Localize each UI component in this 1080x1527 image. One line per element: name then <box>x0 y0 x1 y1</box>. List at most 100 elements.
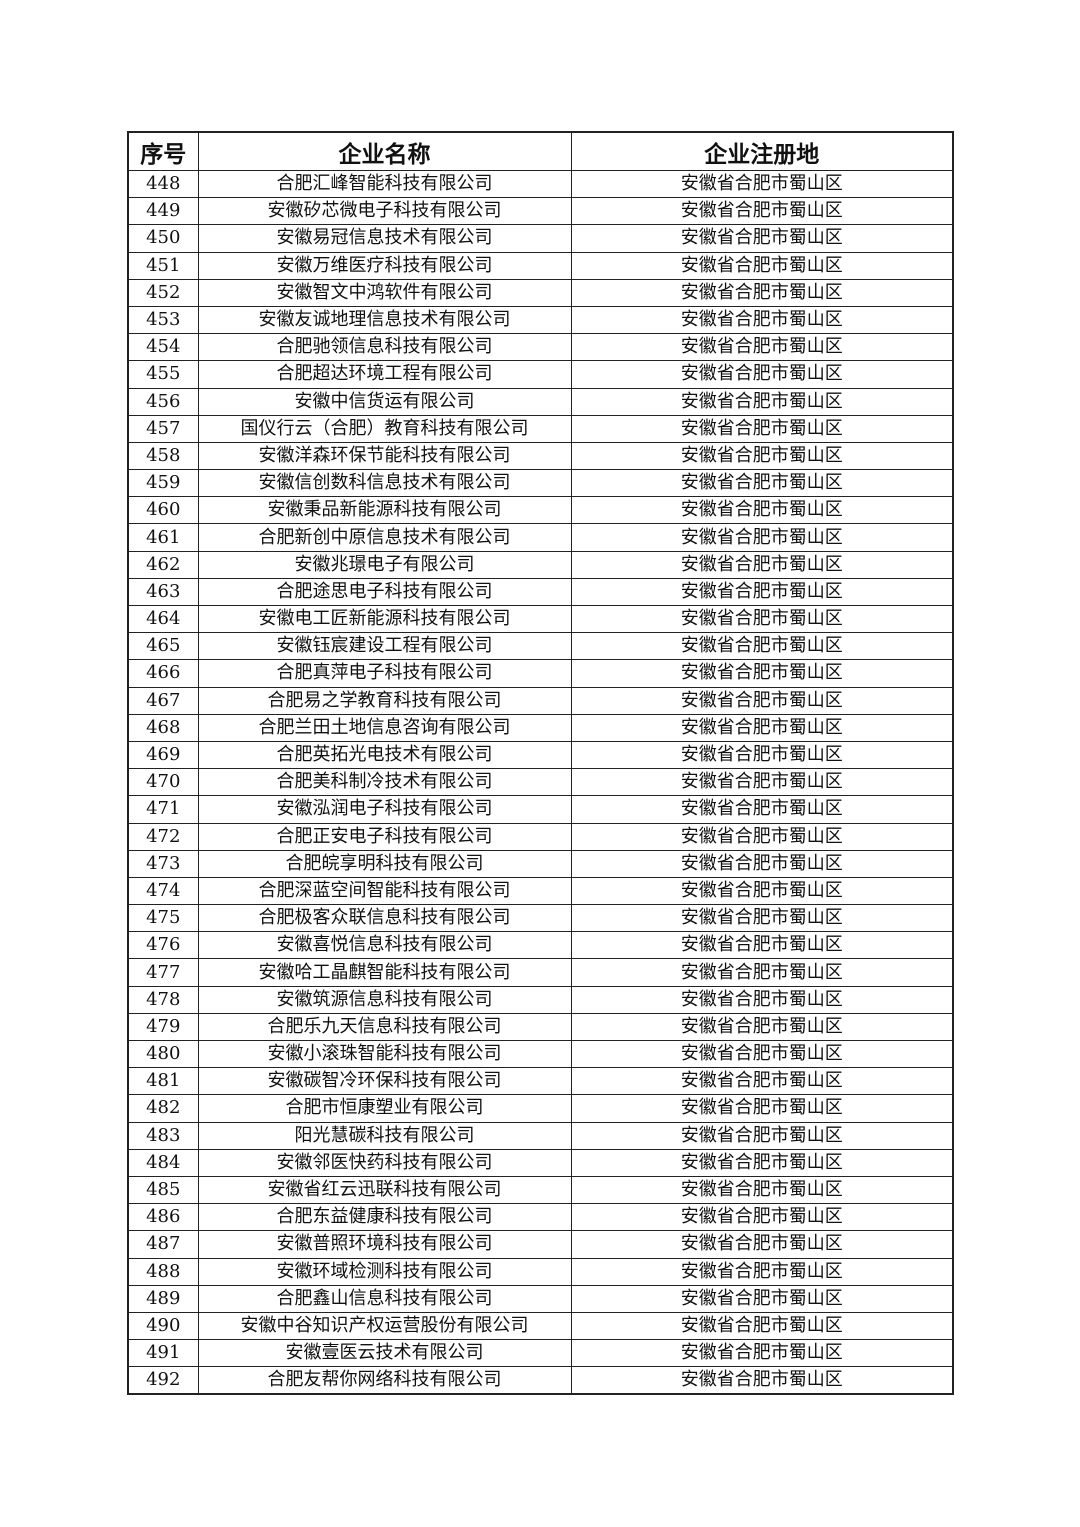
registration-place: 安徽省合肥市蜀山区 <box>570 1230 954 1259</box>
table-row: 456 安徽中信货运有限公司 安徽省合肥市蜀山区 <box>127 387 954 416</box>
registration-place: 安徽省合肥市蜀山区 <box>570 849 954 878</box>
registration-place: 安徽省合肥市蜀山区 <box>570 1067 954 1096</box>
registration-place: 安徽省合肥市蜀山区 <box>570 686 954 715</box>
registration-place: 安徽省合肥市蜀山区 <box>570 740 954 770</box>
company-name: 安徽壹医云技术有限公司 <box>197 1339 572 1368</box>
company-name: 合肥途思电子科技有限公司 <box>197 577 572 607</box>
company-name: 安徽碳智冷环保科技有限公司 <box>197 1067 572 1096</box>
row-number: 471 <box>127 795 199 824</box>
table-row: 475 合肥极客众联信息科技有限公司 安徽省合肥市蜀山区 <box>127 904 954 933</box>
company-name: 安徽洋森环保节能科技有限公司 <box>197 441 572 471</box>
table-row: 469 合肥英拓光电技术有限公司 安徽省合肥市蜀山区 <box>127 740 954 770</box>
registration-place: 安徽省合肥市蜀山区 <box>570 1366 954 1395</box>
row-number: 475 <box>127 904 199 933</box>
table-row: 459 安徽信创数科信息技术有限公司 安徽省合肥市蜀山区 <box>127 469 954 498</box>
row-number: 451 <box>127 251 199 280</box>
row-number: 473 <box>127 849 199 878</box>
column-header: 企业名称 <box>197 131 572 171</box>
row-number: 452 <box>127 278 199 307</box>
registration-place: 安徽省合肥市蜀山区 <box>570 1175 954 1205</box>
row-number: 458 <box>127 441 199 471</box>
company-name: 合肥鑫山信息科技有限公司 <box>197 1284 572 1313</box>
company-name: 安徽信创数科信息技术有限公司 <box>197 469 572 498</box>
company-name: 合肥乐九天信息科技有限公司 <box>197 1012 572 1042</box>
company-name: 安徽中信货运有限公司 <box>197 387 572 416</box>
company-name: 安徽省红云迅联科技有限公司 <box>197 1175 572 1205</box>
registration-place: 安徽省合肥市蜀山区 <box>570 441 954 471</box>
row-number: 456 <box>127 387 199 416</box>
table-row: 490 安徽中谷知识产权运营股份有限公司 安徽省合肥市蜀山区 <box>127 1311 954 1341</box>
table-body: 448 合肥汇峰智能科技有限公司 安徽省合肥市蜀山区 449 安徽矽芯微电子科技有限公司… <box>127 169 954 1395</box>
registration-place: 安徽省合肥市蜀山区 <box>570 169 954 199</box>
registration-place: 安徽省合肥市蜀山区 <box>570 1311 954 1341</box>
table-row: 453 安徽友诚地理信息技术有限公司 安徽省合肥市蜀山区 <box>127 305 954 335</box>
company-name: 安徽钰宸建设工程有限公司 <box>197 632 572 661</box>
company-name: 合肥易之学教育科技有限公司 <box>197 686 572 715</box>
company-name: 合肥深蓝空间智能科技有限公司 <box>197 876 572 906</box>
company-name: 安徽矽芯微电子科技有限公司 <box>197 197 572 226</box>
row-number: 455 <box>127 360 199 389</box>
company-name: 安徽易冠信息技术有限公司 <box>197 224 572 253</box>
company-name: 安徽泓润电子科技有限公司 <box>197 795 572 824</box>
company-name: 安徽万维医疗科技有限公司 <box>197 251 572 280</box>
table-row: 474 合肥深蓝空间智能科技有限公司 安徽省合肥市蜀山区 <box>127 876 954 906</box>
table-row: 457 国仪行云（合肥）教育科技有限公司 安徽省合肥市蜀山区 <box>127 414 954 443</box>
company-name: 合肥市恒康塑业有限公司 <box>197 1094 572 1123</box>
company-name: 合肥驰领信息科技有限公司 <box>197 333 572 362</box>
registration-place: 安徽省合肥市蜀山区 <box>570 768 954 797</box>
company-name: 合肥东益健康科技有限公司 <box>197 1203 572 1232</box>
registration-place: 安徽省合肥市蜀山区 <box>570 360 954 389</box>
table-row: 454 合肥驰领信息科技有限公司 安徽省合肥市蜀山区 <box>127 333 954 362</box>
table-row: 473 合肥皖享明科技有限公司 安徽省合肥市蜀山区 <box>127 849 954 878</box>
company-name: 安徽智文中鸿软件有限公司 <box>197 278 572 307</box>
registration-place: 安徽省合肥市蜀山区 <box>570 1339 954 1368</box>
row-number: 490 <box>127 1311 199 1341</box>
registration-place: 安徽省合肥市蜀山区 <box>570 523 954 552</box>
company-name: 安徽小滚珠智能科技有限公司 <box>197 1039 572 1069</box>
registration-place: 安徽省合肥市蜀山区 <box>570 931 954 960</box>
registration-place: 安徽省合肥市蜀山区 <box>570 333 954 362</box>
registration-place: 安徽省合肥市蜀山区 <box>570 632 954 661</box>
company-name: 合肥超达环境工程有限公司 <box>197 360 572 389</box>
table-row: 448 合肥汇峰智能科技有限公司 安徽省合肥市蜀山区 <box>127 169 954 199</box>
row-number: 462 <box>127 550 199 579</box>
row-number: 476 <box>127 931 199 960</box>
row-number: 448 <box>127 169 199 199</box>
row-number: 478 <box>127 985 199 1014</box>
registration-place: 安徽省合肥市蜀山区 <box>570 604 954 634</box>
table-row: 450 安徽易冠信息技术有限公司 安徽省合肥市蜀山区 <box>127 224 954 253</box>
table-row: 489 合肥鑫山信息科技有限公司 安徽省合肥市蜀山区 <box>127 1284 954 1313</box>
registration-place: 安徽省合肥市蜀山区 <box>570 251 954 280</box>
table-row: 449 安徽矽芯微电子科技有限公司 安徽省合肥市蜀山区 <box>127 197 954 226</box>
table-row: 452 安徽智文中鸿软件有限公司 安徽省合肥市蜀山区 <box>127 278 954 307</box>
registration-place: 安徽省合肥市蜀山区 <box>570 795 954 824</box>
header-row: 序号 企业名称 企业注册地 <box>127 131 954 171</box>
table-row: 466 合肥真萍电子科技有限公司 安徽省合肥市蜀山区 <box>127 659 954 688</box>
company-name: 安徽兆璟电子有限公司 <box>197 550 572 579</box>
company-name: 安徽友诚地理信息技术有限公司 <box>197 305 572 335</box>
company-name: 合肥新创中原信息技术有限公司 <box>197 523 572 552</box>
table-row: 486 合肥东益健康科技有限公司 安徽省合肥市蜀山区 <box>127 1203 954 1232</box>
row-number: 453 <box>127 305 199 335</box>
registration-place: 安徽省合肥市蜀山区 <box>570 414 954 443</box>
registration-place: 安徽省合肥市蜀山区 <box>570 577 954 607</box>
row-number: 464 <box>127 604 199 634</box>
table-header: 序号 企业名称 企业注册地 <box>127 131 954 171</box>
registration-place: 安徽省合肥市蜀山区 <box>570 713 954 742</box>
table-row: 461 合肥新创中原信息技术有限公司 安徽省合肥市蜀山区 <box>127 523 954 552</box>
table-row: 487 安徽普照环境科技有限公司 安徽省合肥市蜀山区 <box>127 1230 954 1259</box>
registration-place: 安徽省合肥市蜀山区 <box>570 1257 954 1286</box>
company-name: 合肥兰田土地信息咨询有限公司 <box>197 713 572 742</box>
row-number: 491 <box>127 1339 199 1368</box>
registration-place: 安徽省合肥市蜀山区 <box>570 958 954 987</box>
registration-place: 安徽省合肥市蜀山区 <box>570 469 954 498</box>
table-row: 460 安徽秉品新能源科技有限公司 安徽省合肥市蜀山区 <box>127 496 954 525</box>
company-name: 合肥正安电子科技有限公司 <box>197 822 572 851</box>
company-name: 合肥友帮你网络科技有限公司 <box>197 1366 572 1395</box>
table-row: 492 合肥友帮你网络科技有限公司 安徽省合肥市蜀山区 <box>127 1366 954 1395</box>
table-row: 478 安徽筑源信息科技有限公司 安徽省合肥市蜀山区 <box>127 985 954 1014</box>
registration-place: 安徽省合肥市蜀山区 <box>570 659 954 688</box>
row-number: 466 <box>127 659 199 688</box>
table-row: 482 合肥市恒康塑业有限公司 安徽省合肥市蜀山区 <box>127 1094 954 1123</box>
row-number: 484 <box>127 1148 199 1177</box>
